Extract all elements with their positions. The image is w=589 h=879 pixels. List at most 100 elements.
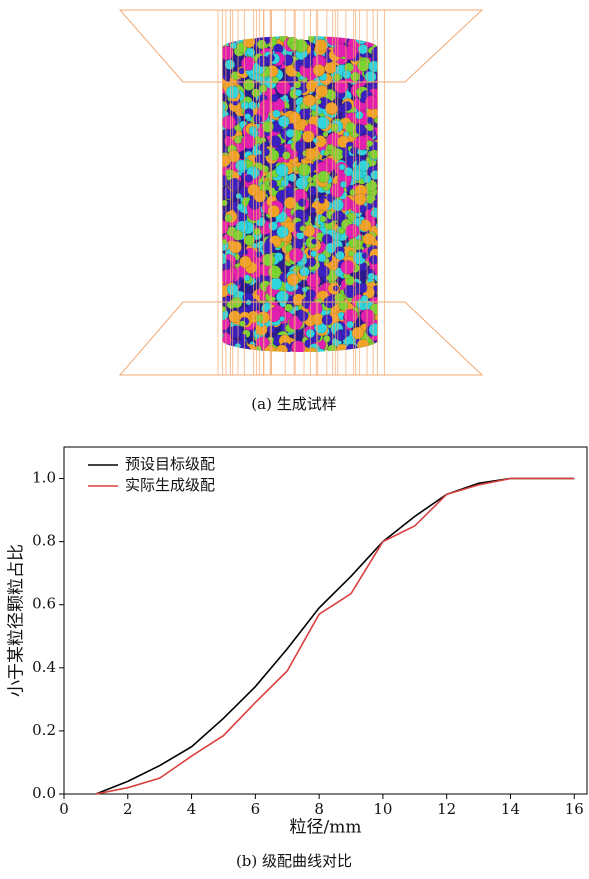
- particle: [223, 129, 230, 136]
- particle: [244, 113, 250, 119]
- x-tick-label: 6: [251, 800, 261, 818]
- x-tick-label: 8: [314, 800, 324, 818]
- particle: [240, 334, 246, 340]
- x-tick-label: 16: [565, 800, 584, 818]
- series-line: [96, 479, 574, 795]
- particle: [307, 258, 316, 267]
- particle: [261, 148, 269, 156]
- particle: [364, 30, 376, 42]
- particle: [365, 71, 377, 83]
- particle: [273, 339, 279, 345]
- particle: [327, 32, 341, 46]
- particle: [313, 64, 325, 76]
- particle: [317, 265, 329, 277]
- particle: [289, 248, 303, 262]
- particle: [236, 193, 242, 199]
- particle: [339, 164, 345, 170]
- x-tick-label: 10: [373, 800, 392, 818]
- particle: [234, 331, 240, 337]
- y-tick-label: 0.4: [32, 658, 56, 676]
- particle: [363, 32, 377, 46]
- particle: [291, 341, 305, 355]
- particle: [369, 61, 380, 72]
- y-tick-label: 0.2: [32, 721, 56, 739]
- particle: [300, 226, 306, 232]
- particle: [268, 205, 280, 217]
- particle: [318, 254, 326, 262]
- y-tick-label: 1.0: [32, 469, 56, 487]
- particle: [295, 89, 302, 96]
- particle: [342, 70, 351, 79]
- particle: [276, 345, 288, 357]
- x-tick-label: 14: [501, 800, 520, 818]
- particle: [311, 239, 316, 244]
- particle: [308, 186, 318, 196]
- particle: [282, 152, 290, 160]
- series-line: [96, 479, 574, 795]
- particle: [317, 116, 330, 129]
- particle: [367, 345, 372, 350]
- particle: [228, 178, 241, 191]
- particle: [364, 347, 376, 359]
- particle: [336, 251, 345, 260]
- particle: [276, 164, 289, 177]
- particle: [376, 235, 382, 241]
- particle: [261, 142, 267, 148]
- x-tick-label: 2: [123, 800, 133, 818]
- particle: [345, 224, 359, 238]
- particle: [344, 350, 350, 356]
- particle: [253, 114, 262, 123]
- particle: [320, 216, 326, 222]
- particle: [251, 89, 259, 97]
- particle: [361, 309, 375, 323]
- particle: [367, 117, 373, 123]
- y-tick-label: 0.6: [32, 595, 56, 613]
- particle: [318, 171, 330, 183]
- particle: [296, 177, 308, 189]
- particle: [345, 122, 356, 133]
- sample-image: [120, 10, 482, 375]
- particle: [239, 256, 251, 268]
- particle: [276, 81, 290, 95]
- plot-frame: [64, 447, 587, 794]
- particle: [225, 169, 233, 177]
- caption-a: (a) 生成试样: [251, 395, 336, 413]
- particle: [371, 209, 379, 217]
- particle: [235, 160, 246, 171]
- legend-label: 实际生成级配: [125, 476, 215, 494]
- particle: [272, 77, 279, 84]
- particle: [245, 175, 253, 183]
- particle: [368, 273, 375, 280]
- y-tick-label: 0.0: [32, 784, 56, 802]
- particle: [346, 344, 359, 357]
- particle: [319, 198, 325, 204]
- figure: (a) 生成试样 (b) 级配曲线对比 02468101214160.00.20…: [0, 0, 589, 879]
- particle: [300, 267, 310, 277]
- particle: [249, 126, 257, 134]
- particle: [355, 32, 367, 44]
- particle: [298, 311, 308, 321]
- particle: [350, 72, 359, 81]
- particle: [305, 148, 317, 160]
- particle: [298, 199, 306, 207]
- particle: [355, 124, 365, 134]
- y-axis-label: 小于某粒径颗粒占比: [7, 544, 27, 697]
- particle: [370, 170, 379, 179]
- particle: [369, 323, 382, 336]
- particle: [328, 144, 335, 151]
- particle: [287, 274, 299, 286]
- particle: [298, 164, 310, 176]
- particle: [230, 42, 237, 49]
- particle: [225, 30, 237, 42]
- particle: [286, 129, 295, 138]
- particle: [341, 260, 355, 274]
- caption-b: (b) 级配曲线对比: [236, 852, 352, 870]
- particle: [280, 316, 285, 321]
- particle: [277, 226, 289, 238]
- particle: [218, 208, 225, 215]
- particle: [222, 116, 236, 130]
- particle: [218, 332, 232, 346]
- particle: [376, 223, 382, 229]
- particle: [306, 348, 318, 360]
- particle: [228, 346, 241, 359]
